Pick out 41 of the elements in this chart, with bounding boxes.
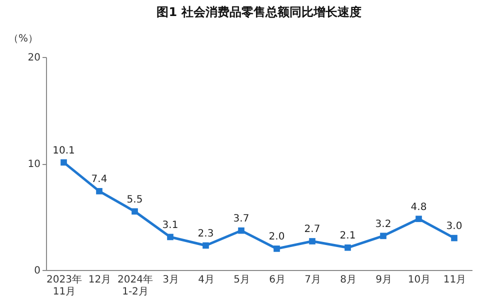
y-axis-title: （%） — [8, 34, 38, 44]
data-label: 7.4 — [91, 174, 108, 186]
x-tick-label: 12月 — [88, 274, 112, 286]
x-tick-label: 7月 — [304, 274, 321, 286]
point — [380, 232, 386, 240]
x-tick-label: 6月 — [269, 274, 286, 286]
data-label: 2.0 — [268, 232, 285, 243]
data-label: 3.2 — [375, 218, 392, 230]
data-label: 3.1 — [162, 220, 178, 231]
y-tick-label: 0 — [34, 266, 40, 276]
point — [416, 216, 422, 222]
x-tick-label: 10月 — [408, 274, 431, 286]
point — [344, 244, 351, 251]
point — [238, 227, 244, 234]
data-label: 3.7 — [233, 214, 250, 225]
data-label: 10.1 — [52, 145, 75, 156]
x-tick-label: 9月 — [376, 274, 392, 286]
data-label: 2.1 — [340, 230, 356, 242]
point — [96, 188, 102, 194]
chart-title: 图1 社会消费品零售总额同比增长速度 — [156, 5, 362, 19]
data-label: 2.7 — [304, 224, 320, 236]
point — [60, 159, 67, 166]
data-label: 3.0 — [446, 221, 462, 232]
data-label: 4.8 — [410, 202, 427, 213]
point — [309, 238, 316, 244]
point — [202, 242, 209, 249]
point — [167, 234, 174, 240]
x-tick-label: 11月 — [443, 274, 466, 286]
y-tick-label: 20 — [28, 52, 40, 64]
x-tick-label: 3月 — [162, 274, 179, 286]
x-tick-label: 2024年 1-2月 — [118, 274, 153, 298]
x-tick-label: 2023年 11月 — [46, 274, 82, 298]
x-tick-label: 8月 — [340, 274, 356, 286]
point — [274, 246, 280, 252]
point — [451, 234, 458, 242]
point — [132, 208, 138, 215]
y-tick-label: 10 — [28, 159, 40, 170]
x-tick-label: 5月 — [234, 274, 250, 286]
data-label: 5.5 — [126, 194, 143, 206]
data-label: 2.3 — [198, 228, 214, 240]
x-tick-label: 4月 — [198, 274, 214, 286]
